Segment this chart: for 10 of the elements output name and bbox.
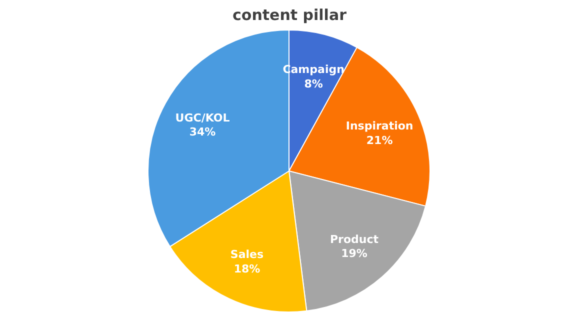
- data-label: 19%: [341, 247, 368, 260]
- data-label: 18%: [234, 262, 260, 276]
- data-label: 8%: [304, 78, 323, 90]
- chart-title: content pillar: [232, 6, 348, 24]
- slice-label: UGC/KOL: [175, 111, 230, 124]
- slice-label: Product: [330, 232, 379, 246]
- slice-label: Sales: [230, 248, 264, 262]
- data-label: 34%: [189, 126, 216, 139]
- slice-label: Inspiration: [346, 120, 414, 133]
- data-label: 21%: [366, 134, 393, 147]
